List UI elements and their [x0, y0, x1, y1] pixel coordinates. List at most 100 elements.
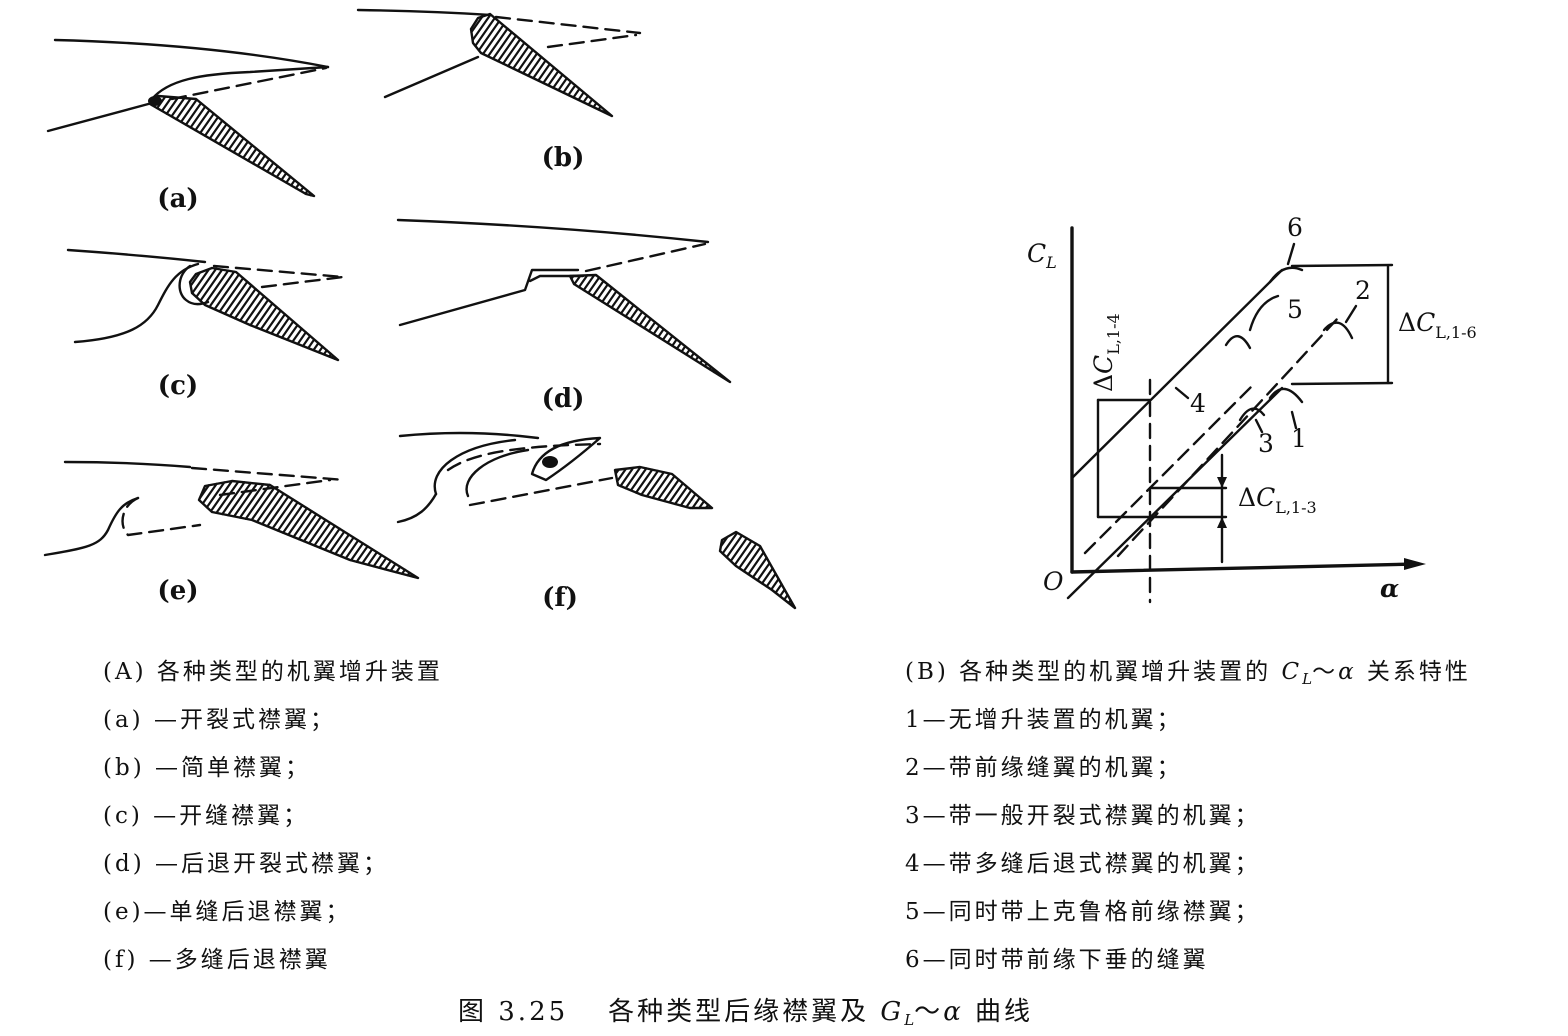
curve-5-stall-arc: [1248, 294, 1280, 332]
hatch-line: [721, 531, 739, 555]
hatch-line: [250, 486, 276, 522]
caption-tilde: ～: [914, 997, 944, 1027]
hatch-line: [237, 140, 249, 157]
hatch-line: [601, 286, 614, 303]
curve-4: [1070, 268, 1284, 480]
legend-b-title-symbol: C: [1281, 659, 1303, 685]
x-axis: [1070, 562, 1420, 574]
hatch-line: [301, 334, 312, 348]
wing-lower-surface-f: [396, 492, 438, 524]
original-lower-surface-a: [170, 66, 328, 101]
hatch-line: [651, 472, 671, 499]
hatch-line: [165, 96, 180, 115]
hatch-line: [221, 481, 246, 516]
hatch-line: [233, 482, 259, 518]
hatch-line: [215, 480, 240, 515]
hatch-line: [292, 510, 313, 539]
hatch-line: [244, 483, 271, 520]
vane-f: [530, 436, 602, 482]
hatch-line: [223, 130, 237, 148]
original-lower-surface-f: [468, 476, 614, 507]
hatch-line: [254, 302, 274, 329]
hatch-line: [286, 324, 299, 341]
cl-max-1-line: [1290, 381, 1394, 386]
hatch-line: [285, 175, 292, 184]
hatch-line: [233, 287, 257, 320]
hatch-line: [307, 338, 316, 350]
panel-b: (b): [356, 8, 642, 173]
curve-4-stall-arc: [1224, 335, 1252, 350]
delta-cl-symbol: C: [1256, 483, 1275, 512]
curve-3-leader: [1254, 418, 1264, 434]
hatch-line: [619, 300, 631, 315]
hatch-line: [389, 562, 397, 572]
hatch-line: [261, 492, 285, 526]
wing-upper-surface-a: [53, 38, 330, 69]
panel-label-b: (b): [542, 143, 585, 173]
hatch-line: [302, 515, 322, 543]
legend-b-item: 5—同时带上克鲁格前缘襟翼；: [905, 899, 1261, 925]
hatch-line: [323, 527, 341, 551]
split-flap-d: [568, 273, 732, 384]
caption-subscript: L: [904, 1011, 915, 1029]
hatch-line: [249, 298, 270, 327]
hatch-line: [652, 324, 661, 336]
hatch-line: [657, 328, 665, 338]
hatch-line: [280, 320, 295, 339]
delta-1-3-arrow-top: [1217, 477, 1227, 488]
hatch-line: [671, 338, 678, 347]
x-axis-arrow: [1404, 558, 1426, 570]
hatch-line: [203, 269, 230, 306]
hatch-line: [582, 274, 596, 292]
hatch-line: [647, 321, 657, 333]
hatch-line: [729, 537, 748, 563]
hatch-line: [587, 276, 601, 295]
original-upper-surface-b: [494, 15, 642, 35]
curve-label-5: 5: [1287, 295, 1303, 324]
hatch-line: [334, 533, 350, 556]
original-lower-surface-b: [546, 33, 638, 49]
wing-lower-surface-c: [73, 262, 200, 344]
hatch-line: [557, 77, 568, 92]
hatch-line: [232, 137, 245, 154]
legend-a-item: (d) —后退开裂式襟翼；: [103, 851, 389, 877]
legend-b-title-subscript: L: [1302, 670, 1313, 688]
hatch-line: [774, 583, 783, 594]
slotted-flap-e-hatching: [198, 479, 416, 578]
hatch-line: [312, 342, 320, 352]
hatch-line: [668, 482, 685, 504]
hatch-line: [661, 331, 670, 341]
hatch-line: [271, 498, 295, 530]
panel-d: (d): [396, 218, 732, 414]
hatch-line: [605, 290, 618, 306]
curve-2-stall-arc: [1322, 321, 1354, 340]
caption-alpha: α: [943, 997, 964, 1027]
wing-trailing-body-a: [150, 65, 330, 101]
wing-upper-surface-c: [66, 248, 207, 264]
curve-label-2: 2: [1355, 276, 1371, 305]
hatch-line: [471, 13, 492, 42]
hatch-line: [259, 305, 278, 331]
legend-b-title-alpha: α: [1338, 659, 1357, 685]
hatch-line: [629, 307, 640, 321]
hatch-line: [213, 273, 240, 311]
legend-a-item: (f) —多缝后退襟翼: [103, 947, 331, 973]
hatch-line: [297, 512, 318, 541]
legend-a-item: (e)—单缝后退襟翼；: [103, 899, 352, 925]
legend-b-title-tilde: ～: [1312, 659, 1339, 685]
hatch-line: [657, 475, 676, 501]
slotted-flap-c-hatching: [189, 267, 337, 360]
delta-cl-1-6-label: ΔCL,1-6: [1398, 308, 1477, 342]
hatch-line: [242, 144, 254, 159]
hatch-line: [486, 27, 509, 58]
hatch-line: [765, 572, 777, 588]
hatch-line: [184, 101, 203, 126]
original-upper-surface-e: [190, 466, 347, 482]
hatch-line: [666, 334, 674, 344]
curve-label-4: 4: [1190, 389, 1206, 418]
hatch-line: [205, 481, 226, 509]
hatch-line: [344, 539, 360, 560]
curve-1: [1066, 386, 1284, 600]
y-axis-label: CL: [1027, 239, 1057, 272]
panel-a: (a): [46, 38, 330, 214]
